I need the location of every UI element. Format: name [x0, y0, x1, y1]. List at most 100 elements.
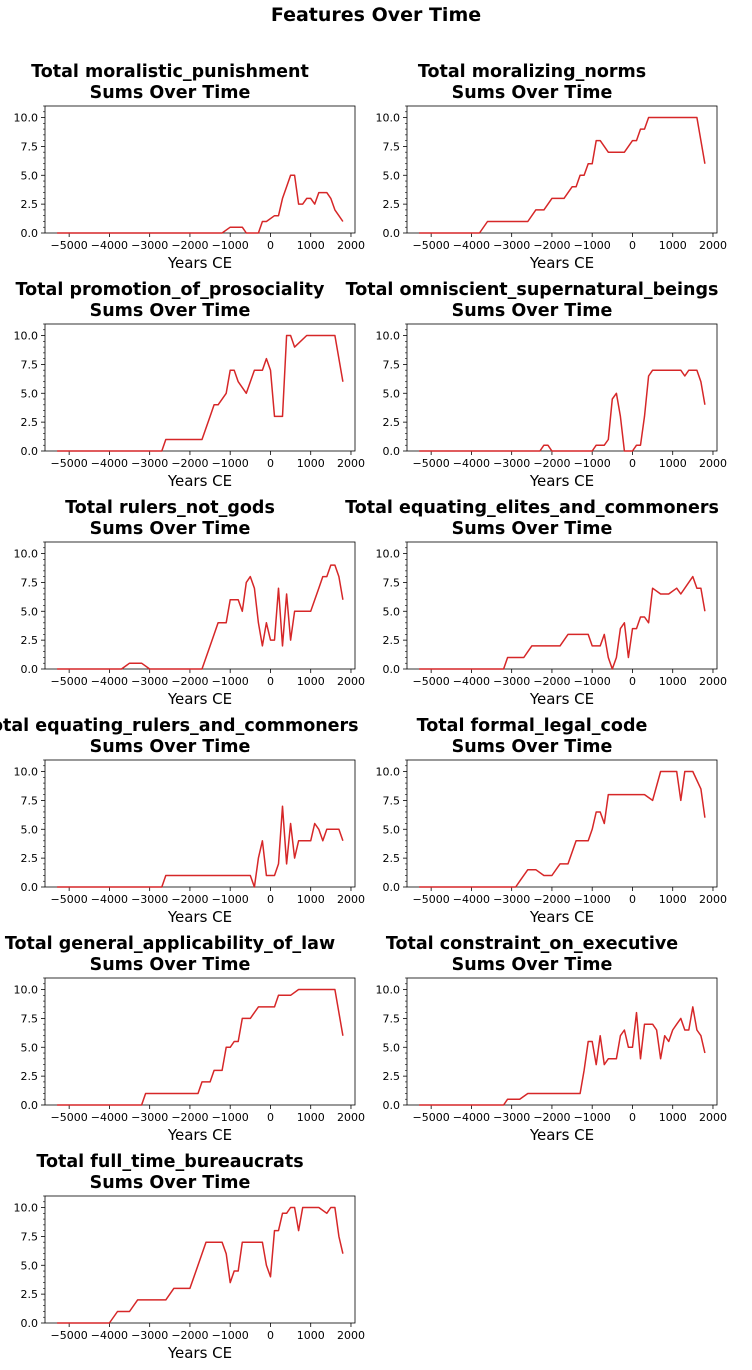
subplot-4: Total omniscient_supernatural_beings Sums…	[346, 280, 727, 498]
x-tick-label: −2000	[171, 675, 208, 688]
x-tick-label: −5000	[51, 239, 88, 252]
y-tick-label: 7.5	[383, 140, 401, 153]
subplot-title-line: Total formal_legal_code	[416, 716, 648, 736]
x-tick-label: −1000	[574, 893, 611, 906]
subplot-title-line: Total omniscient_supernatural_beings	[345, 280, 719, 300]
x-tick-label: 0	[629, 239, 636, 252]
series-line	[57, 564, 344, 670]
x-tick-label: −4000	[91, 675, 128, 688]
subplot-title: Total constraint_on_executive Sums Over T…	[332, 934, 732, 976]
subplot-title-line: Sums Over Time	[89, 1173, 251, 1193]
x-tick-label: −3000	[493, 675, 530, 688]
y-tick-label: 10.0	[14, 984, 39, 997]
x-tick-label: −4000	[453, 239, 490, 252]
x-tick-label: 0	[267, 1329, 274, 1342]
y-tick-label: 2.5	[21, 1288, 39, 1301]
x-tick-label: −4000	[453, 1111, 490, 1124]
y-tick-label: 0.0	[21, 227, 39, 240]
y-tick-label: 5.0	[21, 1041, 39, 1054]
plot-area: 0.0 2.5 5.0 7.5 10.0 −5000 −4000 −3000 −2000 −100…	[376, 977, 727, 1124]
subplot-title-line: Total promotion_of_prosociality	[15, 280, 325, 300]
y-tick-label: 5.0	[21, 169, 39, 182]
subplot-10: Total constraint_on_executive Sums Over T…	[362, 934, 727, 1152]
subplot-title-line: Sums Over Time	[89, 83, 251, 103]
x-tick-label: −1000	[574, 457, 611, 470]
axes-frame	[406, 759, 718, 888]
x-tick-label: −4000	[91, 1111, 128, 1124]
x-tick-label: 0	[267, 239, 274, 252]
plot-area: 0.0 2.5 5.0 7.5 10.0 −5000 −4000 −3000 −2000 −100…	[14, 541, 365, 688]
x-axis-label: Years CE	[529, 690, 595, 708]
x-tick-label: 1000	[297, 1111, 325, 1124]
axes-frame	[406, 977, 718, 1106]
x-tick-label: 1000	[297, 675, 325, 688]
axes-frame	[44, 323, 356, 452]
y-tick-label: 5.0	[383, 823, 401, 836]
x-tick-label: −1000	[212, 675, 249, 688]
x-tick-label: 2000	[337, 675, 365, 688]
y-tick-label: 10.0	[376, 548, 401, 561]
x-tick-label: −5000	[51, 893, 88, 906]
x-tick-label: −2000	[533, 457, 570, 470]
subplot-9: Total general_applicability_of_law Sums O…	[0, 934, 365, 1152]
y-tick-label: 5.0	[21, 1259, 39, 1272]
subplot-title-line: Total full_time_bureaucrats	[36, 1152, 304, 1172]
y-tick-label: 5.0	[21, 823, 39, 836]
subplot-title-line: Sums Over Time	[89, 737, 251, 757]
x-tick-label: −4000	[91, 893, 128, 906]
y-tick-label: 10.0	[376, 984, 401, 997]
series-line	[419, 575, 706, 670]
x-axis-label: Years CE	[529, 254, 595, 272]
x-tick-label: −3000	[131, 457, 168, 470]
y-tick-label: 7.5	[383, 1012, 401, 1025]
x-tick-label: 0	[267, 1111, 274, 1124]
y-tick-label: 5.0	[21, 605, 39, 618]
x-tick-label: 2000	[699, 675, 727, 688]
x-tick-label: −1000	[212, 893, 249, 906]
x-tick-label: −2000	[533, 239, 570, 252]
subplot-title: Total equating_rulers_and_commoners Sums …	[0, 716, 370, 758]
x-tick-label: −3000	[131, 893, 168, 906]
x-tick-label: −5000	[51, 1111, 88, 1124]
series-line	[419, 369, 706, 452]
x-tick-label: −4000	[453, 893, 490, 906]
plot-area: 0.0 2.5 5.0 7.5 10.0 −5000 −4000 −3000 −2000 −100…	[14, 1195, 365, 1342]
x-tick-label: −2000	[533, 893, 570, 906]
x-tick-label: −5000	[413, 457, 450, 470]
y-tick-label: 5.0	[383, 605, 401, 618]
x-tick-label: 2000	[699, 457, 727, 470]
y-tick-label: 7.5	[383, 358, 401, 371]
y-tick-label: 0.0	[21, 445, 39, 458]
subplot-title-line: Total moralistic_punishment	[31, 62, 309, 82]
subplot-title-line: Total constraint_on_executive	[385, 934, 679, 954]
x-axis-label: Years CE	[167, 690, 233, 708]
x-tick-label: −4000	[91, 457, 128, 470]
series-line	[57, 174, 344, 234]
x-tick-label: −3000	[493, 893, 530, 906]
x-axis-label: Years CE	[529, 908, 595, 926]
subplot-title-line: Total general_applicability_of_law	[4, 934, 336, 954]
x-tick-label: 0	[267, 675, 274, 688]
y-tick-label: 7.5	[21, 140, 39, 153]
x-axis-label: Years CE	[529, 1126, 595, 1144]
axes-frame	[44, 759, 356, 888]
y-tick-label: 0.0	[21, 663, 39, 676]
x-tick-label: −2000	[171, 1111, 208, 1124]
x-tick-label: 2000	[699, 893, 727, 906]
x-axis-label: Years CE	[167, 1344, 233, 1362]
x-axis-label: Years CE	[167, 254, 233, 272]
y-tick-label: 10.0	[376, 766, 401, 779]
subplot-title-line: Sums Over Time	[89, 519, 251, 539]
x-tick-label: −1000	[574, 1111, 611, 1124]
axes-frame	[406, 105, 718, 234]
x-tick-label: 0	[267, 457, 274, 470]
x-tick-label: −5000	[413, 893, 450, 906]
subplot-title-line: Total equating_rulers_and_commoners	[0, 716, 359, 736]
x-tick-label: −4000	[453, 457, 490, 470]
x-tick-label: −1000	[212, 1111, 249, 1124]
plot-area: 0.0 2.5 5.0 7.5 10.0 −5000 −4000 −3000 −2000 −100…	[376, 105, 727, 252]
x-tick-label: −2000	[171, 893, 208, 906]
x-tick-label: −2000	[171, 457, 208, 470]
subplot-title-line: Sums Over Time	[89, 301, 251, 321]
x-tick-label: −3000	[493, 239, 530, 252]
